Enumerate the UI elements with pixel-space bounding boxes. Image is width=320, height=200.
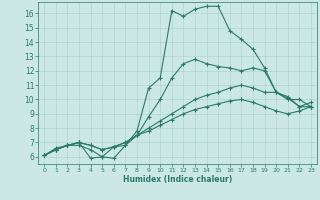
X-axis label: Humidex (Indice chaleur): Humidex (Indice chaleur) (123, 175, 232, 184)
